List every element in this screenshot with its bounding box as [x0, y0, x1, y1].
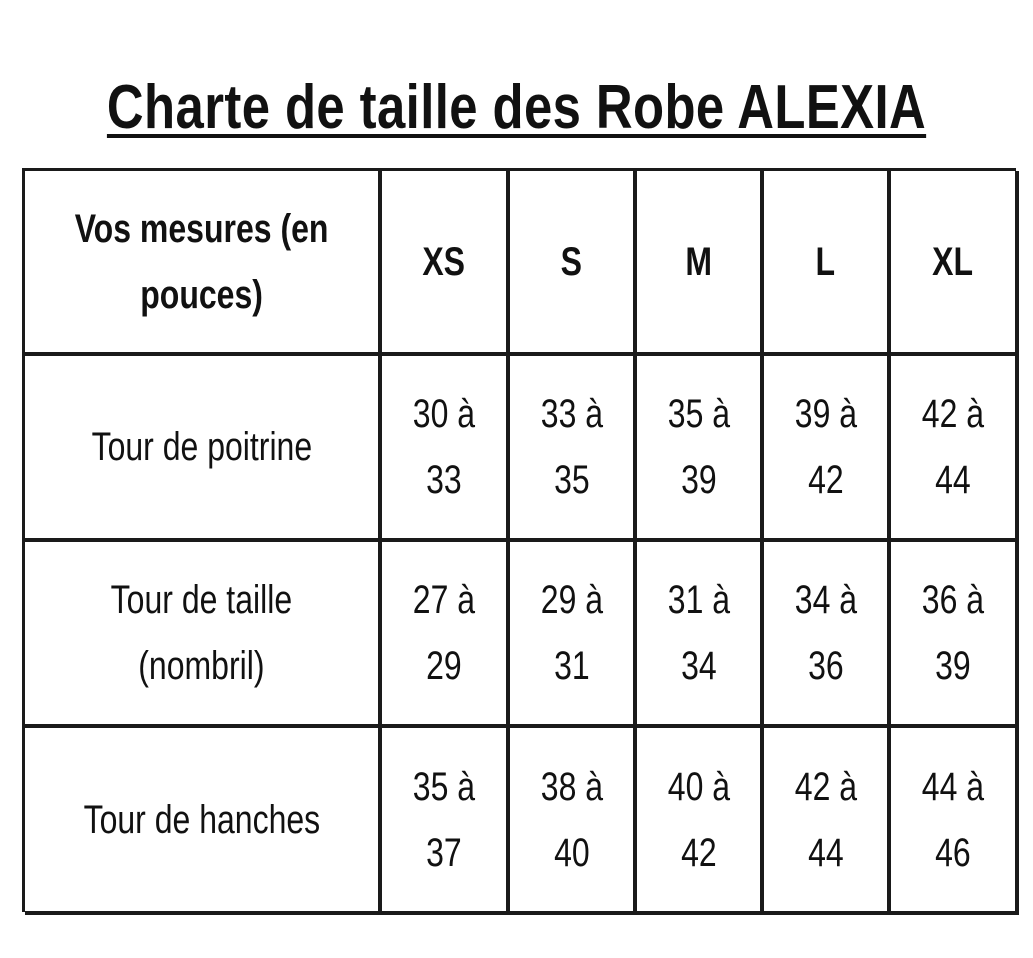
- size-chart-table: Vos mesures (en pouces) XS S M L XL Tour…: [22, 168, 1019, 915]
- cell-text: 39 à 42: [794, 392, 857, 502]
- table-cell: 27 à 29: [382, 542, 510, 728]
- cell-text: 40 à 42: [667, 764, 730, 875]
- table-cell: 36 à 39: [891, 542, 1019, 728]
- table-cell: 35 à 39: [637, 356, 764, 542]
- table-cell: 38 à 40: [510, 728, 637, 915]
- table-cell: 44 à 46: [891, 728, 1019, 915]
- cell-text: 38 à 40: [540, 764, 603, 875]
- table-cell: 29 à 31: [510, 542, 637, 728]
- table-cell: 40 à 42: [637, 728, 764, 915]
- table-cell: 34 à 36: [764, 542, 891, 728]
- cell-text: 33 à 35: [540, 392, 603, 502]
- cell-text: 35 à 37: [412, 764, 476, 875]
- table-cell: 30 à 33: [382, 356, 510, 542]
- title-text: Charte de taille des Robe ALEXIA: [106, 73, 927, 142]
- header-text: M: [685, 239, 712, 284]
- cell-text: 36 à 39: [921, 578, 985, 688]
- header-cell-xs: XS: [382, 171, 510, 356]
- cell-text: 27 à 29: [412, 578, 476, 688]
- header-text: L: [815, 239, 836, 284]
- table-cell: 31 à 34: [637, 542, 764, 728]
- header-text: XS: [422, 239, 466, 284]
- header-cell-m: M: [637, 171, 764, 356]
- cell-text: 34 à 36: [794, 578, 857, 688]
- header-text: S: [560, 239, 583, 284]
- header-text: Vos mesures (en pouces): [74, 206, 329, 317]
- row-label-chest: Tour de poitrine: [25, 356, 382, 542]
- cell-text: 42 à 44: [794, 764, 857, 875]
- cell-text: 35 à 39: [667, 392, 730, 502]
- row-label-hips: Tour de hanches: [25, 728, 382, 915]
- row-label-text: Tour de hanches: [83, 797, 320, 842]
- table-cell: 35 à 37: [382, 728, 510, 915]
- header-cell-xl: XL: [891, 171, 1019, 356]
- header-cell-measures: Vos mesures (en pouces): [25, 171, 382, 356]
- table-cell: 33 à 35: [510, 356, 637, 542]
- table-cell: 42 à 44: [764, 728, 891, 915]
- header-cell-s: S: [510, 171, 637, 356]
- row-label-text: Tour de poitrine: [91, 425, 312, 469]
- cell-text: 44 à 46: [921, 764, 985, 875]
- row-label-text: Tour de taille (nombril): [110, 578, 293, 688]
- header-cell-l: L: [764, 171, 891, 356]
- header-text: XL: [932, 239, 974, 284]
- table-cell: 39 à 42: [764, 356, 891, 542]
- cell-text: 30 à 33: [412, 392, 476, 502]
- cell-text: 29 à 31: [540, 578, 603, 688]
- table-cell: 42 à 44: [891, 356, 1019, 542]
- cell-text: 42 à 44: [921, 392, 985, 502]
- row-label-waist: Tour de taille (nombril): [25, 542, 382, 728]
- page-title: Charte de taille des Robe ALEXIA: [0, 72, 1033, 143]
- cell-text: 31 à 34: [667, 578, 730, 688]
